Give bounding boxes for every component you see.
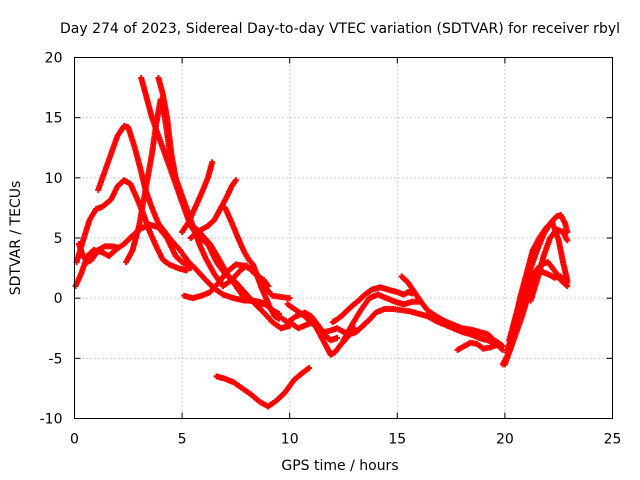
- series-track-11: [213, 364, 313, 410]
- data-point: [306, 364, 313, 371]
- series-track-12: [222, 204, 282, 322]
- data-points: [72, 74, 571, 410]
- series-track-16: [329, 284, 416, 326]
- data-point: [114, 244, 121, 251]
- y-tick-label: 20: [45, 51, 63, 67]
- y-tick-label: 0: [54, 291, 63, 307]
- series-track-8: [179, 159, 216, 235]
- series-track-1: [72, 221, 194, 290]
- data-point: [209, 159, 216, 166]
- x-tick-label: 15: [388, 432, 406, 448]
- data-point: [286, 295, 293, 302]
- data-point: [232, 177, 239, 184]
- y-tick-label: 5: [54, 231, 63, 247]
- x-tick-label: 0: [70, 432, 79, 448]
- x-tick-label: 20: [496, 432, 514, 448]
- y-tick-label: 10: [45, 171, 63, 187]
- data-point: [564, 279, 571, 286]
- data-point: [499, 343, 506, 350]
- data-point: [564, 237, 571, 244]
- y-tick-label: -5: [49, 351, 63, 367]
- series-track-19: [454, 339, 500, 353]
- chart-title: Day 274 of 2023, Sidereal Day-to-day VTE…: [60, 21, 620, 37]
- x-axis-label: GPS time / hours: [281, 458, 398, 474]
- x-tick-label: 10: [281, 432, 299, 448]
- series-track-24: [527, 226, 571, 304]
- x-tick-label: 25: [604, 432, 622, 448]
- y-tick-label: 15: [45, 111, 63, 127]
- series-track-7: [155, 74, 272, 308]
- series-track-17: [340, 291, 422, 344]
- data-point: [493, 342, 500, 349]
- y-axis-label: SDTVAR / TECUs: [8, 181, 24, 296]
- data-point: [334, 334, 341, 341]
- series-track-22: [506, 259, 571, 344]
- x-tick-labels: 0 5 10 15 20 25: [70, 432, 621, 448]
- series-track-3: [75, 241, 121, 266]
- y-tick-label: -10: [40, 412, 63, 428]
- axis-ticks: [74, 57, 613, 419]
- y-tick-labels: -10 -5 0 5 10 15 20: [40, 51, 63, 428]
- data-point: [183, 267, 190, 274]
- series-track-4: [95, 123, 282, 317]
- series-track-10: [187, 177, 239, 241]
- x-tick-label: 5: [178, 432, 187, 448]
